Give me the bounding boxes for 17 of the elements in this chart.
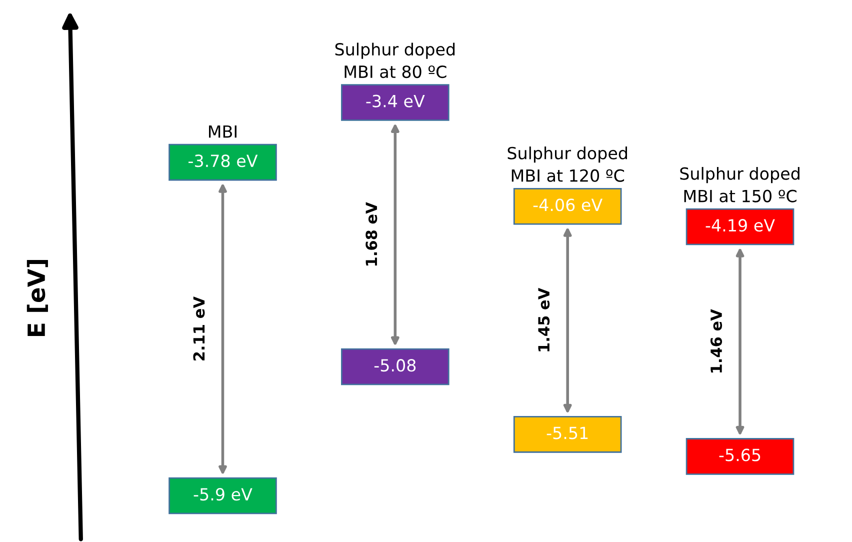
text: 1.45 eV	[538, 288, 550, 352]
data-label: -5.51	[546, 426, 588, 440]
data-label: -4.06 eV	[533, 198, 602, 212]
category-label: Sulphur doped MBI at 80 ºC	[335, 42, 455, 78]
data-label: -5.9 eV	[194, 488, 252, 501]
category-label: Sulphur doped MBI at 150 ºC	[680, 166, 800, 202]
data-label: -5.08	[374, 359, 416, 372]
category-label: Sulphur doped MBI at 120 ºC	[508, 146, 627, 182]
text: 1.46 eV	[710, 309, 722, 372]
category-label: MBI	[209, 125, 236, 138]
data-label: -3.4 eV	[366, 94, 425, 108]
data-label: -5.65	[719, 448, 760, 462]
data-label: -4.19 eV	[706, 219, 775, 232]
text: E [eV]	[26, 260, 48, 336]
text: 1.68 eV	[366, 202, 378, 266]
data-label: -3.78 eV	[188, 154, 258, 168]
text: 2.11 eV	[193, 296, 205, 360]
